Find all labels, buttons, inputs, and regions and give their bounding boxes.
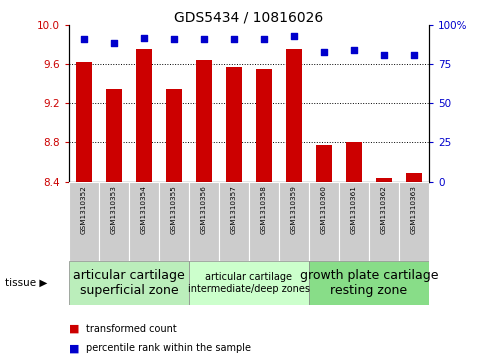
Text: GSM1310354: GSM1310354: [141, 185, 147, 234]
Bar: [129, 182, 159, 261]
Bar: [99, 182, 129, 261]
Bar: [309, 182, 339, 261]
Point: [230, 37, 238, 42]
Text: GSM1310357: GSM1310357: [231, 185, 237, 234]
Bar: [339, 182, 369, 261]
Point: [80, 37, 88, 42]
Point: [320, 49, 328, 55]
Bar: [106, 89, 122, 182]
Bar: [346, 142, 362, 182]
Text: GSM1310353: GSM1310353: [111, 185, 117, 234]
Bar: [226, 68, 242, 182]
Text: articular cartilage
intermediate/deep zones: articular cartilage intermediate/deep zo…: [188, 272, 310, 294]
Text: GSM1310359: GSM1310359: [291, 185, 297, 234]
Bar: [309, 261, 429, 305]
Bar: [399, 182, 429, 261]
Point: [290, 33, 298, 39]
Point: [110, 40, 118, 45]
Bar: [249, 182, 279, 261]
Bar: [406, 173, 422, 182]
Point: [380, 52, 388, 58]
Bar: [76, 62, 92, 182]
Bar: [136, 49, 152, 182]
Text: GSM1310358: GSM1310358: [261, 185, 267, 234]
Point: [350, 48, 358, 53]
Bar: [189, 182, 219, 261]
Text: GSM1310363: GSM1310363: [411, 185, 417, 234]
Text: ■: ■: [69, 323, 79, 334]
Text: percentile rank within the sample: percentile rank within the sample: [86, 343, 251, 354]
Point: [170, 37, 178, 42]
Point: [200, 37, 208, 42]
Text: ■: ■: [69, 343, 79, 354]
Text: GSM1310360: GSM1310360: [321, 185, 327, 234]
Bar: [316, 146, 332, 182]
Text: growth plate cartilage
resting zone: growth plate cartilage resting zone: [300, 269, 438, 297]
Text: GSM1310352: GSM1310352: [81, 185, 87, 234]
Bar: [196, 60, 212, 182]
Bar: [189, 261, 309, 305]
Bar: [369, 182, 399, 261]
Bar: [159, 182, 189, 261]
Text: articular cartilage
superficial zone: articular cartilage superficial zone: [73, 269, 185, 297]
Text: GSM1310355: GSM1310355: [171, 185, 177, 234]
Bar: [279, 182, 309, 261]
Point: [140, 35, 148, 41]
Bar: [376, 178, 392, 182]
Point: [260, 37, 268, 42]
Bar: [166, 89, 182, 182]
Point: [410, 52, 418, 58]
Text: GSM1310356: GSM1310356: [201, 185, 207, 234]
Bar: [69, 182, 99, 261]
Text: GSM1310361: GSM1310361: [351, 185, 357, 234]
Bar: [69, 261, 189, 305]
Bar: [286, 49, 302, 182]
Text: GSM1310362: GSM1310362: [381, 185, 387, 234]
Bar: [256, 69, 272, 182]
Text: transformed count: transformed count: [86, 323, 177, 334]
Bar: [219, 182, 249, 261]
Text: tissue ▶: tissue ▶: [5, 278, 47, 288]
Text: GDS5434 / 10816026: GDS5434 / 10816026: [175, 11, 323, 25]
